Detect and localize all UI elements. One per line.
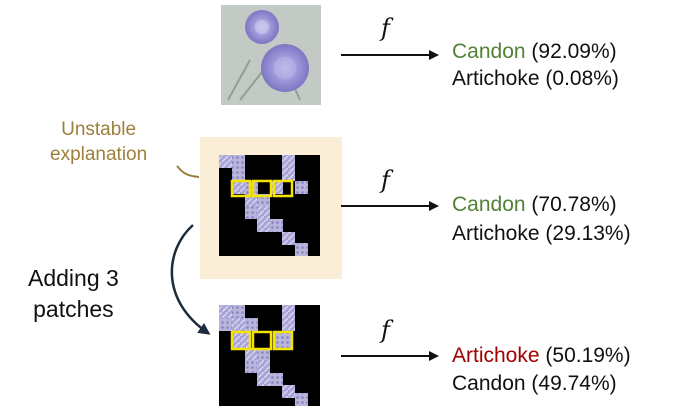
function-f-label-1: f (381, 14, 390, 42)
added-patch-outline (230, 330, 252, 351)
function-f-label-3: f (381, 316, 390, 344)
prediction-label: Candon (452, 40, 526, 63)
prediction-row3-second: Candon (49.74%) (452, 371, 617, 397)
prediction-label: Artichoke (452, 67, 540, 90)
original-image (221, 5, 321, 105)
perturbed-explanation-image (219, 305, 320, 406)
prediction-label: Candon (452, 372, 526, 395)
candidate-patch-outline (272, 179, 294, 198)
prediction-score: (0.08%) (545, 67, 619, 90)
added-patch-outline (251, 330, 273, 351)
adding-patches-arrow (170, 224, 211, 335)
prediction-score: (49.74%) (531, 372, 617, 395)
unstable-label-line1: Unstable (61, 119, 137, 140)
candidate-patch-outline (251, 179, 273, 198)
prediction-label: Candon (452, 193, 526, 216)
prediction-row3-top: Artichoke (50.19%) (452, 343, 631, 369)
added-patch-outline (272, 330, 294, 351)
unstable-connector (176, 165, 200, 178)
prediction-label: Artichoke (452, 344, 540, 367)
prediction-score: (29.13%) (545, 222, 631, 245)
prediction-label: Artichoke (452, 222, 540, 245)
prediction-score: (50.19%) (545, 344, 631, 367)
prediction-row2-second: Artichoke (29.13%) (452, 221, 631, 247)
prediction-row1-top: Candon (92.09%) (452, 39, 617, 65)
candidate-patch-outline (230, 179, 252, 198)
unstable-explanation-label: Unstable explanation (50, 117, 147, 167)
explanation-image (219, 155, 320, 256)
adding-label-line2: patches (33, 296, 114, 322)
prediction-row1-second: Artichoke (0.08%) (452, 66, 619, 92)
unstable-label-line2: explanation (50, 144, 148, 165)
prediction-score: (92.09%) (531, 40, 617, 63)
adding-label-line1: Adding 3 (28, 265, 119, 291)
prediction-score: (70.78%) (531, 193, 617, 216)
prediction-row2-top: Candon (70.78%) (452, 192, 617, 218)
function-f-label-2: f (381, 166, 390, 194)
adding-patches-label: Adding 3 patches (28, 263, 119, 325)
